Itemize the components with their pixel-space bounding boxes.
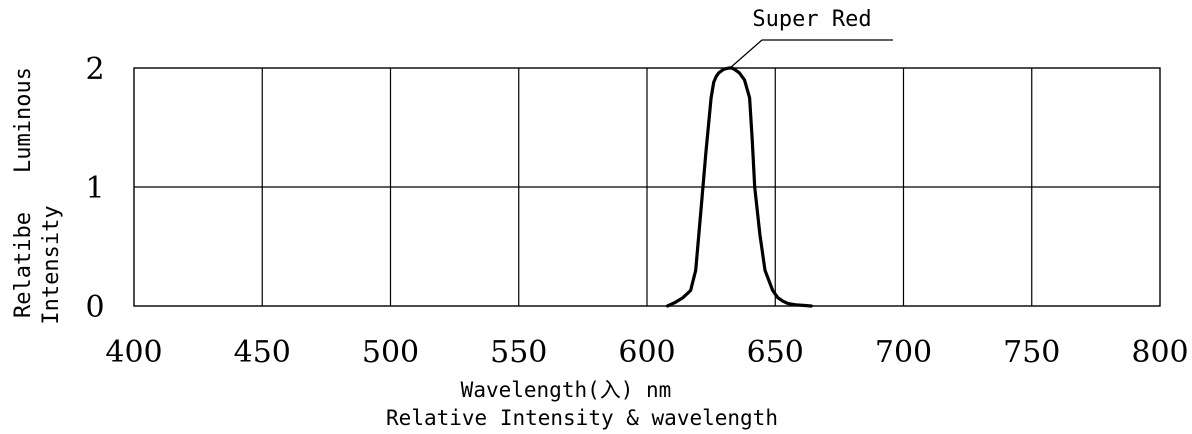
y-tick-1: 1 — [85, 171, 104, 206]
x-tick-650: 650 — [747, 335, 804, 370]
grid-lines — [134, 68, 1160, 306]
series-label-leader — [729, 39, 763, 69]
x-tick-450: 450 — [234, 335, 291, 370]
x-tick-labels: 400 450 500 550 600 650 700 750 800 — [105, 335, 1188, 370]
x-tick-400: 400 — [105, 335, 162, 370]
y-tick-0: 0 — [85, 290, 104, 325]
x-tick-700: 700 — [875, 335, 932, 370]
series-label-super-red: Super Red — [752, 7, 871, 32]
series-layer — [665, 66, 813, 308]
x-tick-500: 500 — [362, 335, 419, 370]
x-tick-800: 800 — [1131, 335, 1188, 370]
plot-frame — [133, 67, 1161, 307]
y-tick-labels: 0 1 2 — [85, 52, 104, 325]
y-axis-title-line-1: Relatibe — [11, 212, 36, 318]
x-axis-title: Wavelength(入) nm — [461, 378, 672, 402]
y-axis-title-line-3: Luminous — [11, 67, 36, 173]
series-line-1 — [665, 66, 813, 308]
chart-title: Relative Intensity & wavelength — [386, 406, 778, 430]
x-tick-750: 750 — [1003, 335, 1060, 370]
x-tick-550: 550 — [490, 335, 547, 370]
y-axis-title-line-2: Intensity — [39, 205, 64, 324]
y-tick-2: 2 — [85, 52, 104, 87]
x-tick-600: 600 — [618, 335, 675, 370]
